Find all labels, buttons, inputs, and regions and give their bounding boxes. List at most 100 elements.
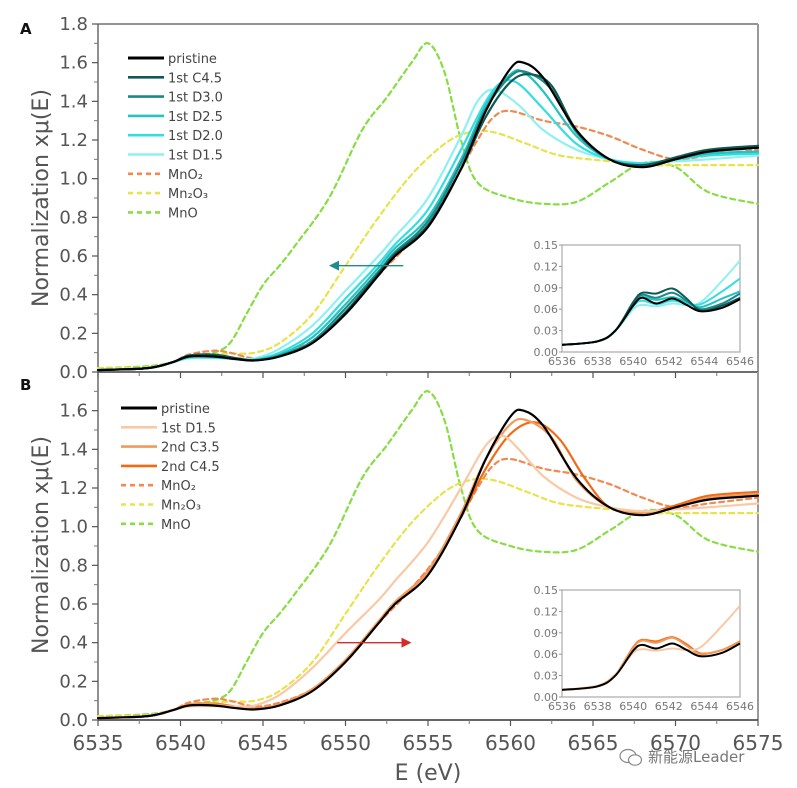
x-tick-label: 6560 [485,731,536,755]
x-tick-label: 6535 [73,731,124,755]
panel-a-axes: 0.0 0.2 0.4 0.6 0.8 1.0 1.2 1.4 1.6 1.8 [59,14,759,383]
watermark: 新能源Leader [619,748,745,766]
inset-y-tick-label: 0.12 [534,605,559,618]
inset-x-tick-label: 6546 [726,355,754,368]
legend-item: 1st D1.5 [128,149,223,164]
inset-y-tick-label: 0.00 [534,691,559,704]
inset-x-tick-label: 6542 [655,700,683,713]
legend-label: 1st D3.0 [168,91,223,106]
inset-x-tick-label: 6538 [584,355,612,368]
legend-label: pristine [161,402,210,417]
inset-x-tick-label: 6542 [655,355,683,368]
legend-label: 1st C4.5 [168,71,222,86]
y-tick-label: 0.8 [59,207,88,228]
panel-b-inset: 0.00 0.03 0.06 0.09 0.12 0.15 6536 6538 6540 6542… [534,584,755,713]
watermark-text: 新能源Leader [648,748,745,766]
inset-frame [561,589,741,698]
x-tick-label: 6550 [320,731,371,755]
inset-x-tick-label: 6536 [548,700,576,713]
y-tick-label: 1.0 [59,169,88,190]
legend-item: MnO₂ [121,479,196,494]
legend-label: Mn₂O₃ [168,187,208,202]
legend-label: 2nd C3.5 [161,441,220,456]
y-tick-label: 0.4 [59,285,88,306]
y-axis-title-b: Normalization xμ(E) [29,436,54,654]
panel-a-series [96,42,760,372]
inset-y-tick-label: 0.00 [534,346,559,359]
y-tick-label: 0.2 [59,323,88,344]
legend-label: pristine [168,52,217,67]
legend-label: Mn₂O₃ [161,499,201,514]
series-line-pristine [96,60,760,372]
legend-label: MnO₂ [161,479,196,494]
y-tick-label: 1.4 [59,439,88,460]
legend-item: Mn₂O₃ [121,499,201,514]
y-tick-label: 0.0 [59,362,88,383]
arrow-head-icon [329,260,339,271]
y-tick-label: 1.2 [59,130,88,151]
panel-label-a: A [20,20,32,38]
y-tick-label: 1.6 [59,401,88,422]
inset-x-tick-label: 6536 [548,355,576,368]
legend-item: 1st C4.5 [128,71,222,86]
inset-x-tick-label: 6544 [690,700,718,713]
inset-y-tick-label: 0.15 [534,584,559,597]
legend-item: 1st D1.5 [121,421,216,436]
panel-b-legend: pristine 1st D1.5 2nd C3.5 2nd C4.5 MnO₂ Mn₂O… [121,402,220,533]
inset-y-tick-label: 0.09 [534,282,559,295]
y-tick-label: 1.0 [59,517,88,538]
inset-x-tick-label: 6538 [584,700,612,713]
arrow-head-icon [401,637,412,648]
inset-x-tick-label: 6544 [690,355,718,368]
inset-series-line-1st-d1-5 [561,605,741,691]
y-tick-label: 0.2 [59,671,88,692]
legend-label: 1st D1.5 [168,149,223,164]
x-tick-label: 6540 [155,731,206,755]
legend-item: MnO [121,518,191,533]
legend-item: pristine [128,52,217,67]
x-tick-label: 6565 [568,731,619,755]
y-tick-label: 1.2 [59,478,88,499]
inset-x-tick-label: 6546 [726,700,754,713]
panel-a-inset: 0.00 0.03 0.06 0.09 0.12 0.15 6536 6538 6540 6542… [534,239,755,368]
y-tick-label: 0.6 [59,246,88,267]
legend-label: 1st D2.0 [168,129,223,144]
legend-item: 1st D2.5 [128,110,223,125]
series-line-mno [96,390,760,718]
legend-label: MnO [168,206,198,221]
wechat-icon [619,748,643,766]
legend-label: 1st D1.5 [161,421,216,436]
y-tick-label: 1.6 [59,53,88,74]
inset-y-tick-label: 0.06 [534,303,559,316]
legend-item: 1st D2.0 [128,129,223,144]
series-line-mno [96,42,760,370]
panel-b-series [96,390,760,720]
y-tick-label: 0.6 [59,594,88,615]
y-tick-label: 0.8 [59,555,88,576]
legend-item: MnO₂ [128,168,203,183]
inset-y-tick-label: 0.15 [534,239,559,252]
x-tick-label: 6570 [650,731,701,755]
x-tick-label: 6575 [733,731,784,755]
panel-label-b: B [20,376,31,394]
inset-y-tick-label: 0.12 [534,260,559,273]
legend-item: MnO [128,206,198,221]
inset-series-line-pristine [561,642,741,691]
y-axis-title-a: Normalization xμ(E) [29,89,54,307]
legend-item: 2nd C4.5 [121,460,220,475]
y-tick-label: 1.8 [59,14,88,35]
inset-x-tick-label: 6540 [619,355,647,368]
y-tick-label: 0.0 [59,710,88,731]
legend-item: pristine [121,402,210,417]
legend-label: MnO₂ [168,168,203,183]
series-line-pristine [96,408,760,720]
x-tick-label: 6555 [403,731,454,755]
inset-y-tick-label: 0.06 [534,648,559,661]
legend-label: 2nd C4.5 [161,460,220,475]
legend-label: MnO [161,518,191,533]
legend-item: Mn₂O₃ [128,187,208,202]
legend-item: 2nd C3.5 [121,441,220,456]
inset-y-tick-label: 0.09 [534,627,559,640]
legend-label: 1st D2.5 [168,110,223,125]
